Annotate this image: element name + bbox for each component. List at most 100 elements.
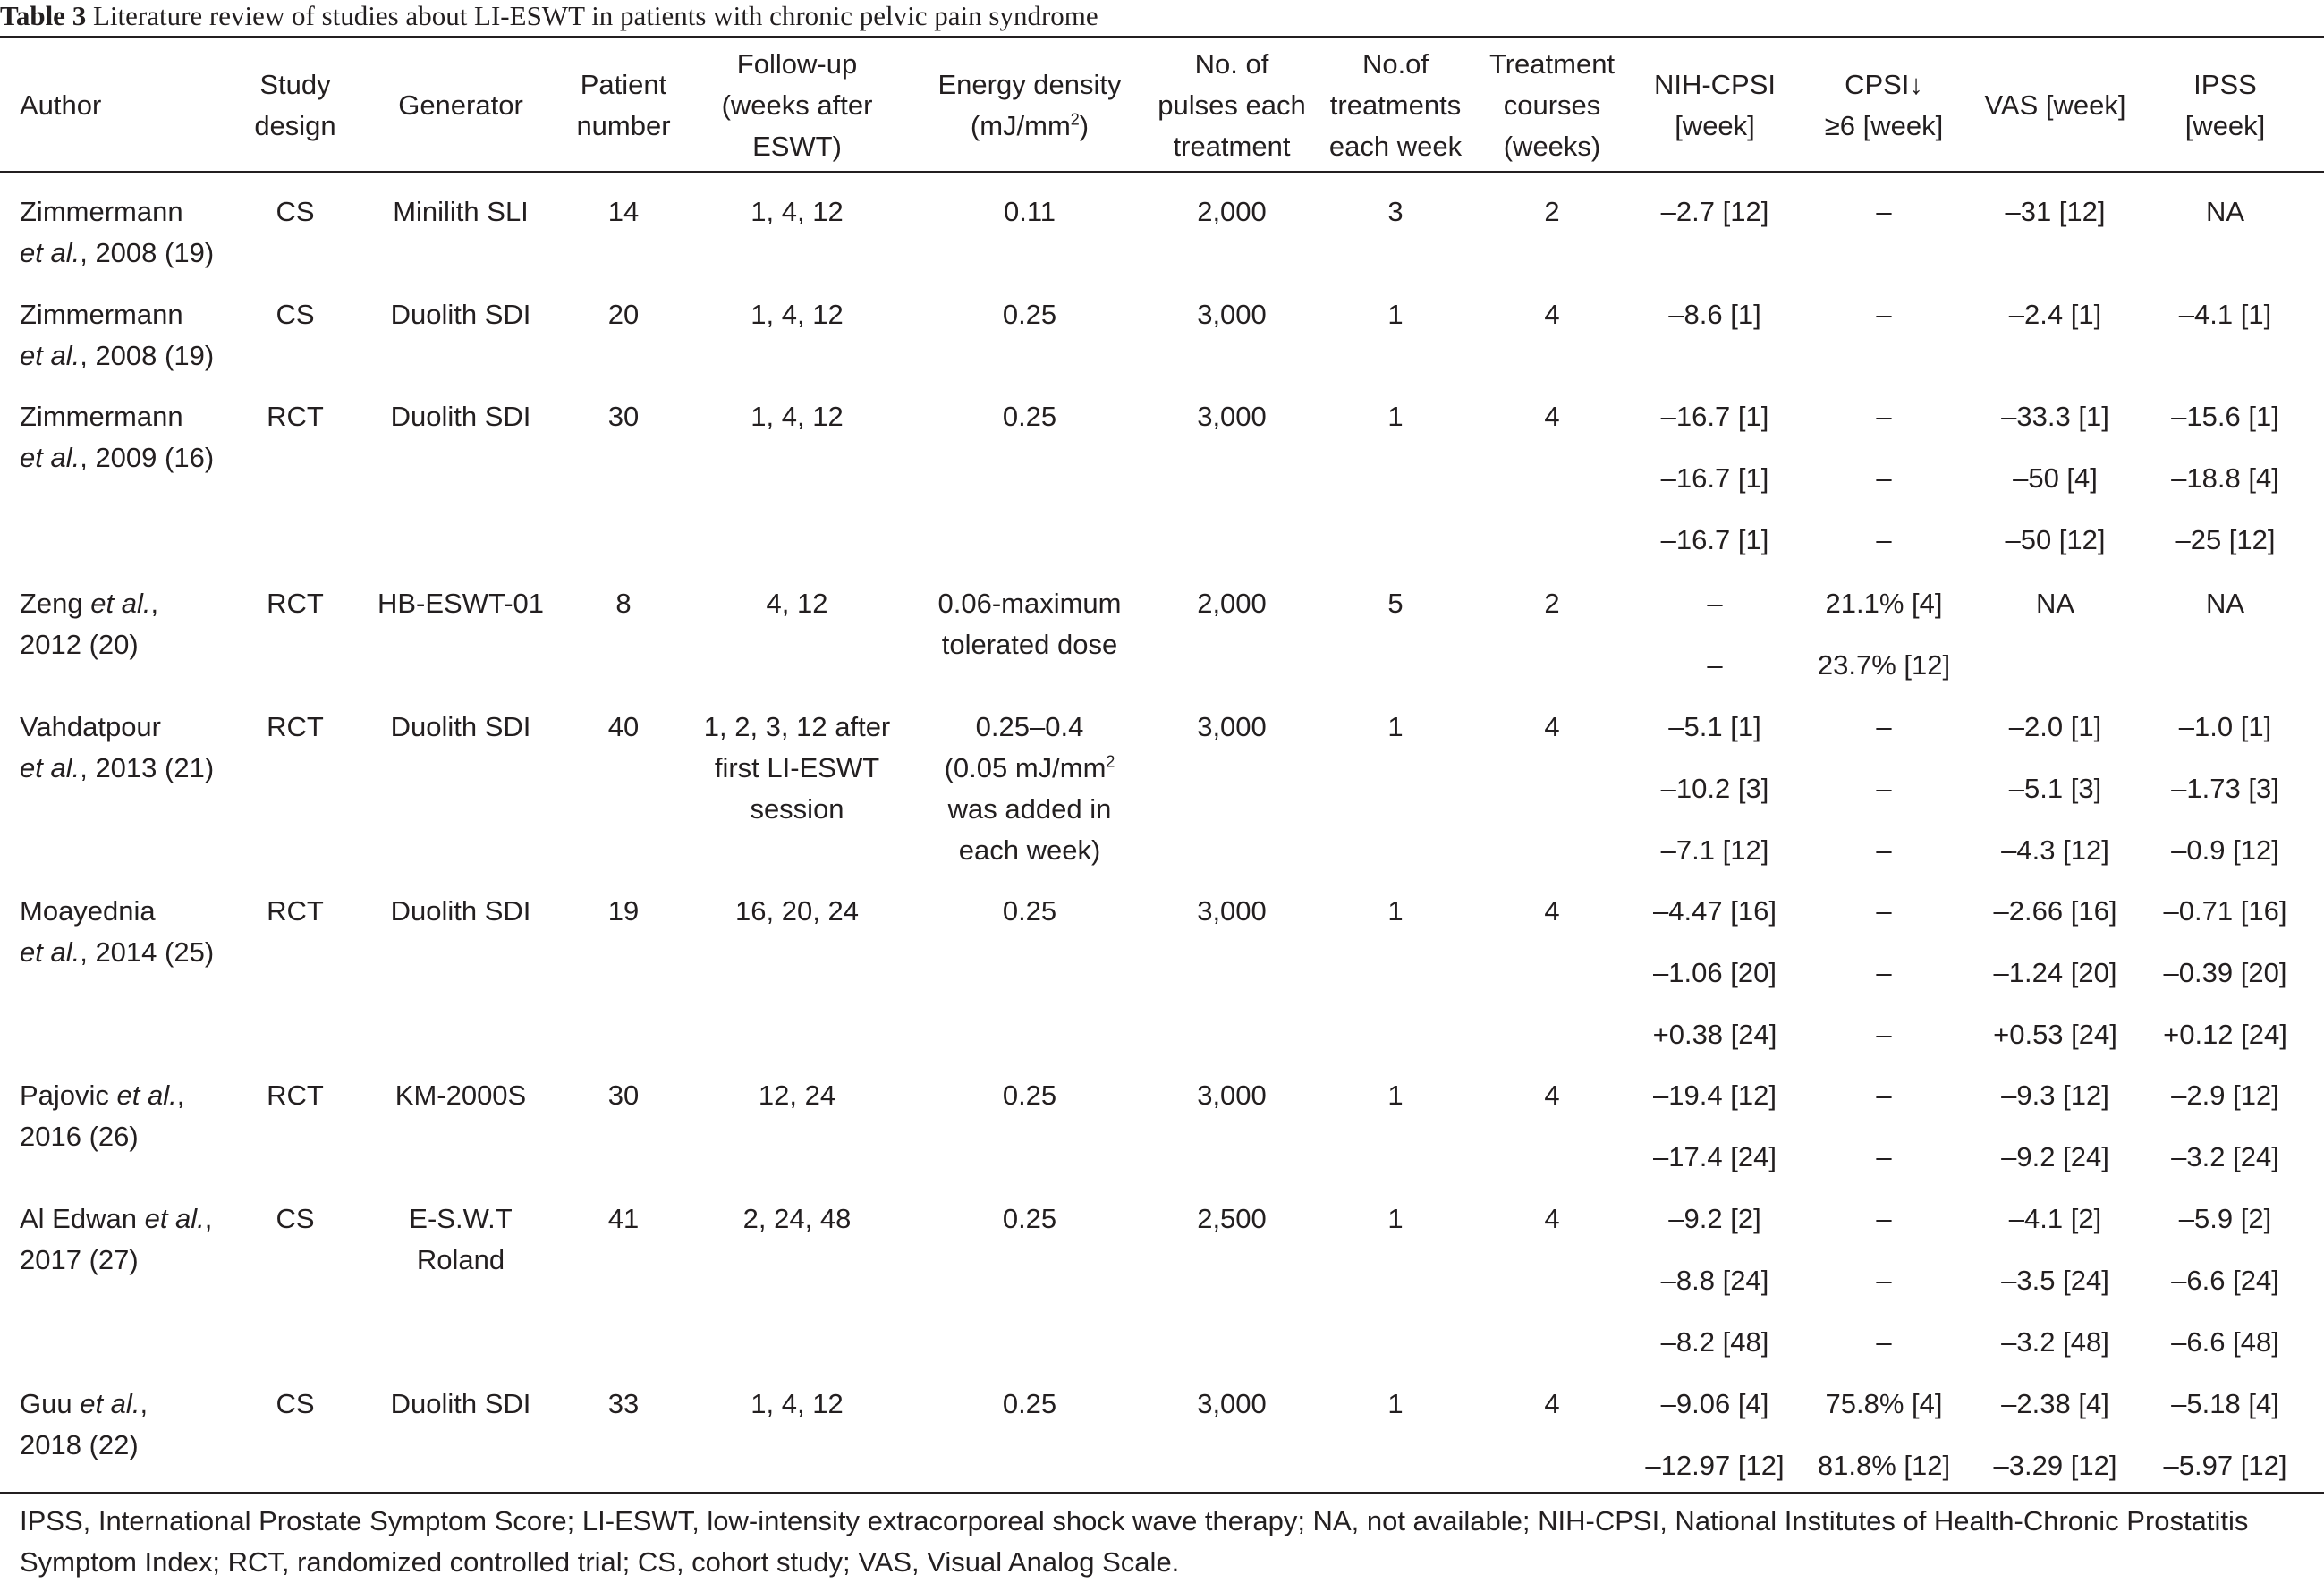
generator-cell: Duolith SDI	[356, 891, 565, 932]
vas-value: –50 [4]	[2013, 462, 2098, 494]
header-line: No.of	[1361, 48, 1429, 80]
nih-cpsi-value: –8.8 [24]	[1660, 1265, 1769, 1296]
header-label: No.of treatments each week	[1329, 44, 1462, 167]
cell-line: Roland	[416, 1244, 505, 1275]
author-line: Zimmermann	[20, 196, 183, 227]
cpsi-reduction-value: –	[1876, 834, 1892, 866]
header-treatments-each-week: No.of treatments each week	[1317, 43, 1474, 168]
cell-line: 0.06-maximum	[937, 588, 1122, 619]
nih-cpsi-value: –	[1707, 649, 1723, 681]
generator-cell: Duolith SDI	[356, 396, 565, 437]
energy-density-cell: 0.25	[912, 294, 1147, 335]
header-line: Study	[259, 69, 331, 100]
author-line: Pajovic et al.,	[20, 1079, 185, 1111]
cell-line: 0.11	[1003, 196, 1056, 227]
header-line: (weeks after	[721, 89, 873, 121]
author-cell: Moayednia et al., 2014 (25)	[20, 891, 234, 973]
header-patient-number: Patient number	[565, 43, 682, 168]
study-design-cell: RCT	[267, 711, 324, 742]
header-treatment-courses: Treatment courses (weeks)	[1474, 43, 1630, 168]
cell-line: 12, 24	[758, 1079, 836, 1111]
study-design-cell: CS	[276, 196, 315, 227]
header-line: courses	[1503, 89, 1601, 121]
header-line: NIH-CPSI	[1653, 69, 1777, 100]
cell-line: Duolith SDI	[390, 895, 531, 927]
ipss-value: –3.2 [24]	[2171, 1141, 2279, 1172]
courses-cell: 2	[1544, 196, 1560, 227]
author-line: Guu et al.,	[20, 1388, 148, 1419]
patient-number-cell: 40	[607, 711, 640, 742]
pulses-cell: 3,000	[1197, 1388, 1267, 1419]
header-line: design	[254, 110, 336, 141]
cpsi-reduction-value: –	[1876, 957, 1892, 988]
energy-density-cell: 0.25	[912, 1075, 1147, 1116]
author-line: 2012 (20)	[20, 629, 139, 660]
vas-value: –2.66 [16]	[1993, 895, 2117, 927]
header-label: Patient number	[576, 64, 670, 147]
vas-value: –1.24 [20]	[1993, 957, 2117, 988]
study-design-cell: RCT	[267, 1079, 324, 1111]
cell-line: each week)	[958, 834, 1101, 866]
cell-line: 0.25–0.4	[975, 711, 1084, 742]
cell-line: first LI-ESWT	[714, 752, 880, 783]
header-line: Generator	[398, 89, 523, 121]
treatments-week-cell: 1	[1387, 1203, 1404, 1234]
follow-up-cell: 12, 24	[682, 1075, 912, 1116]
vas-value: –31 [12]	[2005, 196, 2106, 227]
header-line: [week]	[1675, 110, 1755, 141]
header-pulses-each-treatment: No. of pulses each treatment	[1147, 43, 1317, 168]
ipss-value: –15.6 [1]	[2171, 401, 2279, 432]
cell-line: 4, 12	[766, 588, 828, 619]
ipss-value: –1.0 [1]	[2178, 711, 2272, 742]
study-design-cell: RCT	[267, 588, 324, 619]
header-ipss: IPSS [week]	[2142, 43, 2308, 168]
energy-density-cell: 0.11	[912, 191, 1147, 233]
header-label: NIH-CPSI [week]	[1654, 64, 1776, 147]
nih-cpsi-value: –10.2 [3]	[1660, 773, 1769, 804]
table-caption: Table 3 Literature review of studies abo…	[0, 0, 1098, 32]
follow-up-cell: 1, 4, 12	[682, 1384, 912, 1425]
treatments-week-cell: 5	[1387, 588, 1404, 619]
vas-value: NA	[2035, 588, 2075, 619]
table-footnote: IPSS, International Prostate Symptom Sco…	[20, 1505, 2249, 1578]
cell-line: KM-2000S	[394, 1079, 527, 1111]
header-generator: Generator	[356, 43, 565, 168]
study-design-cell: RCT	[267, 401, 324, 432]
cell-line: Duolith SDI	[390, 1388, 531, 1419]
patient-number-cell: 8	[615, 588, 632, 619]
header-line: ≥6 [week]	[1824, 110, 1944, 141]
cpsi-reduction-value: –	[1876, 1079, 1892, 1111]
top-rule	[0, 36, 2324, 38]
cell-line: Duolith SDI	[390, 401, 531, 432]
courses-cell: 4	[1544, 895, 1560, 927]
ipss-value: –0.39 [20]	[2163, 957, 2287, 988]
pulses-cell: 3,000	[1197, 711, 1267, 742]
follow-up-cell: 1, 4, 12	[682, 396, 912, 437]
cpsi-reduction-value: 75.8% [4]	[1825, 1388, 1943, 1419]
cpsi-reduction-value: –	[1876, 1141, 1892, 1172]
follow-up-cell: 1, 4, 12	[682, 191, 912, 233]
patient-number-cell: 19	[607, 895, 640, 927]
header-line: [week]	[2184, 110, 2266, 141]
patient-number-cell: 30	[607, 1079, 640, 1111]
author-cell: Zimmermann et al., 2009 (16)	[20, 396, 234, 478]
energy-density-cell: 0.25–0.4 (0.05 mJ/mm2 was added in each we…	[912, 707, 1147, 871]
header-nih-cpsi: NIH-CPSI [week]	[1630, 43, 1800, 168]
study-design-cell: CS	[276, 1388, 315, 1419]
follow-up-cell: 1, 4, 12	[682, 294, 912, 335]
nih-cpsi-value: –1.06 [20]	[1653, 957, 1777, 988]
cpsi-reduction-value: –	[1876, 711, 1892, 742]
courses-cell: 4	[1544, 1079, 1560, 1111]
vas-value: –33.3 [1]	[2001, 401, 2109, 432]
author-line: et al., 2009 (16)	[20, 442, 215, 473]
generator-cell: Duolith SDI	[356, 294, 565, 335]
nih-cpsi-value: –7.1 [12]	[1660, 834, 1769, 866]
cpsi-reduction-value: –	[1876, 895, 1892, 927]
vas-value: +0.53 [24]	[1993, 1019, 2117, 1050]
author-line: 2017 (27)	[20, 1244, 139, 1275]
generator-cell: HB-ESWT-01	[356, 583, 565, 624]
nih-cpsi-value: –2.7 [12]	[1660, 196, 1769, 227]
ipss-value: –5.97 [12]	[2163, 1450, 2287, 1481]
author-line: et al., 2008 (19)	[20, 237, 215, 268]
header-follow-up: Follow-up (weeks after ESWT)	[682, 43, 912, 168]
